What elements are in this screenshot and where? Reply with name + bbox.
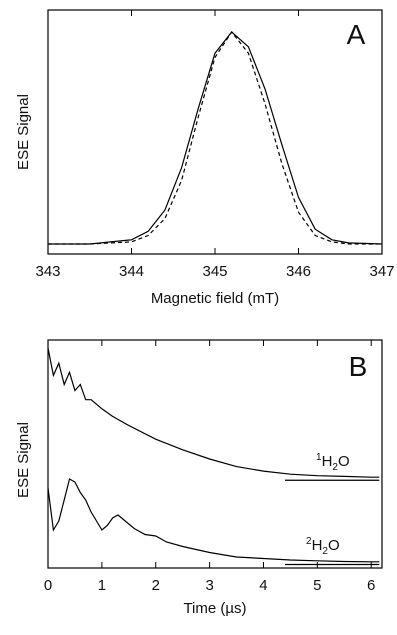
panel-a-frame [47,9,383,255]
panel-a-series-line-1 [48,30,382,245]
panel-a-plot [48,30,383,245]
panel-a-series-line-0 [48,31,383,245]
panel-a-x-label: Magnetic field (mT) [151,290,279,307]
panel-a-letter: A [347,19,366,50]
series-label-2h2o: 2H2O [306,536,340,557]
panel-a-x-tick-label: 343 [35,263,60,280]
panel-b-letter: B [349,351,368,382]
panel-b-plot [47,347,380,566]
panel-a-y-label: ESE Signal [15,94,32,170]
panel-b-x-tick-label: 5 [313,577,321,594]
panel-a-x-tick-label: 344 [119,263,144,280]
panel-b-x-tick-label: 0 [44,577,52,594]
panel-b-x-label: Time (µs) [183,600,246,617]
panel-b-x-tick-label: 2 [152,577,160,594]
panel-a-x-tick-label: 346 [286,263,311,280]
panel-b-series-line-1 [47,478,380,563]
panel-b-x-tick-label: 1 [98,577,106,594]
panel-b-x-tick-label: 4 [259,577,267,594]
panel-b-series-line-0 [47,347,380,478]
panel-b-x-ticks: 0 1 2 3 4 5 6 [44,340,375,594]
panel-b-y-label: ESE Signal [15,422,32,498]
panel-a-x-tick-label: 347 [369,263,394,280]
panel-a-x-tick-label: 345 [202,263,227,280]
panel-b-x-tick-label: 3 [205,577,213,594]
panel-b-x-tick-label: 6 [367,577,375,594]
panel-b-frame [47,339,383,569]
series-label-1h2o: 1H2O [316,452,350,473]
panel-a-x-ticks: 343 344 345 346 347 [35,10,395,280]
